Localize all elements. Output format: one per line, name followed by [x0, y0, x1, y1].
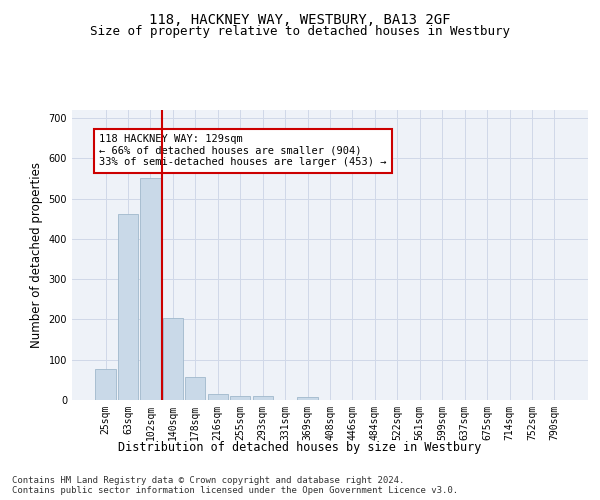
Text: 118 HACKNEY WAY: 129sqm
← 66% of detached houses are smaller (904)
33% of semi-d: 118 HACKNEY WAY: 129sqm ← 66% of detache… — [99, 134, 386, 168]
Text: Contains HM Land Registry data © Crown copyright and database right 2024.
Contai: Contains HM Land Registry data © Crown c… — [12, 476, 458, 495]
Bar — [185, 377, 205, 400]
Bar — [298, 397, 317, 400]
Bar — [253, 396, 273, 400]
Y-axis label: Number of detached properties: Number of detached properties — [30, 162, 43, 348]
Bar — [208, 394, 228, 400]
Text: Size of property relative to detached houses in Westbury: Size of property relative to detached ho… — [90, 25, 510, 38]
Text: 118, HACKNEY WAY, WESTBURY, BA13 2GF: 118, HACKNEY WAY, WESTBURY, BA13 2GF — [149, 12, 451, 26]
Bar — [140, 178, 161, 400]
Text: Distribution of detached houses by size in Westbury: Distribution of detached houses by size … — [118, 441, 482, 454]
Bar — [118, 214, 138, 400]
Bar — [163, 318, 183, 400]
Bar — [230, 396, 250, 400]
Bar — [95, 368, 116, 400]
